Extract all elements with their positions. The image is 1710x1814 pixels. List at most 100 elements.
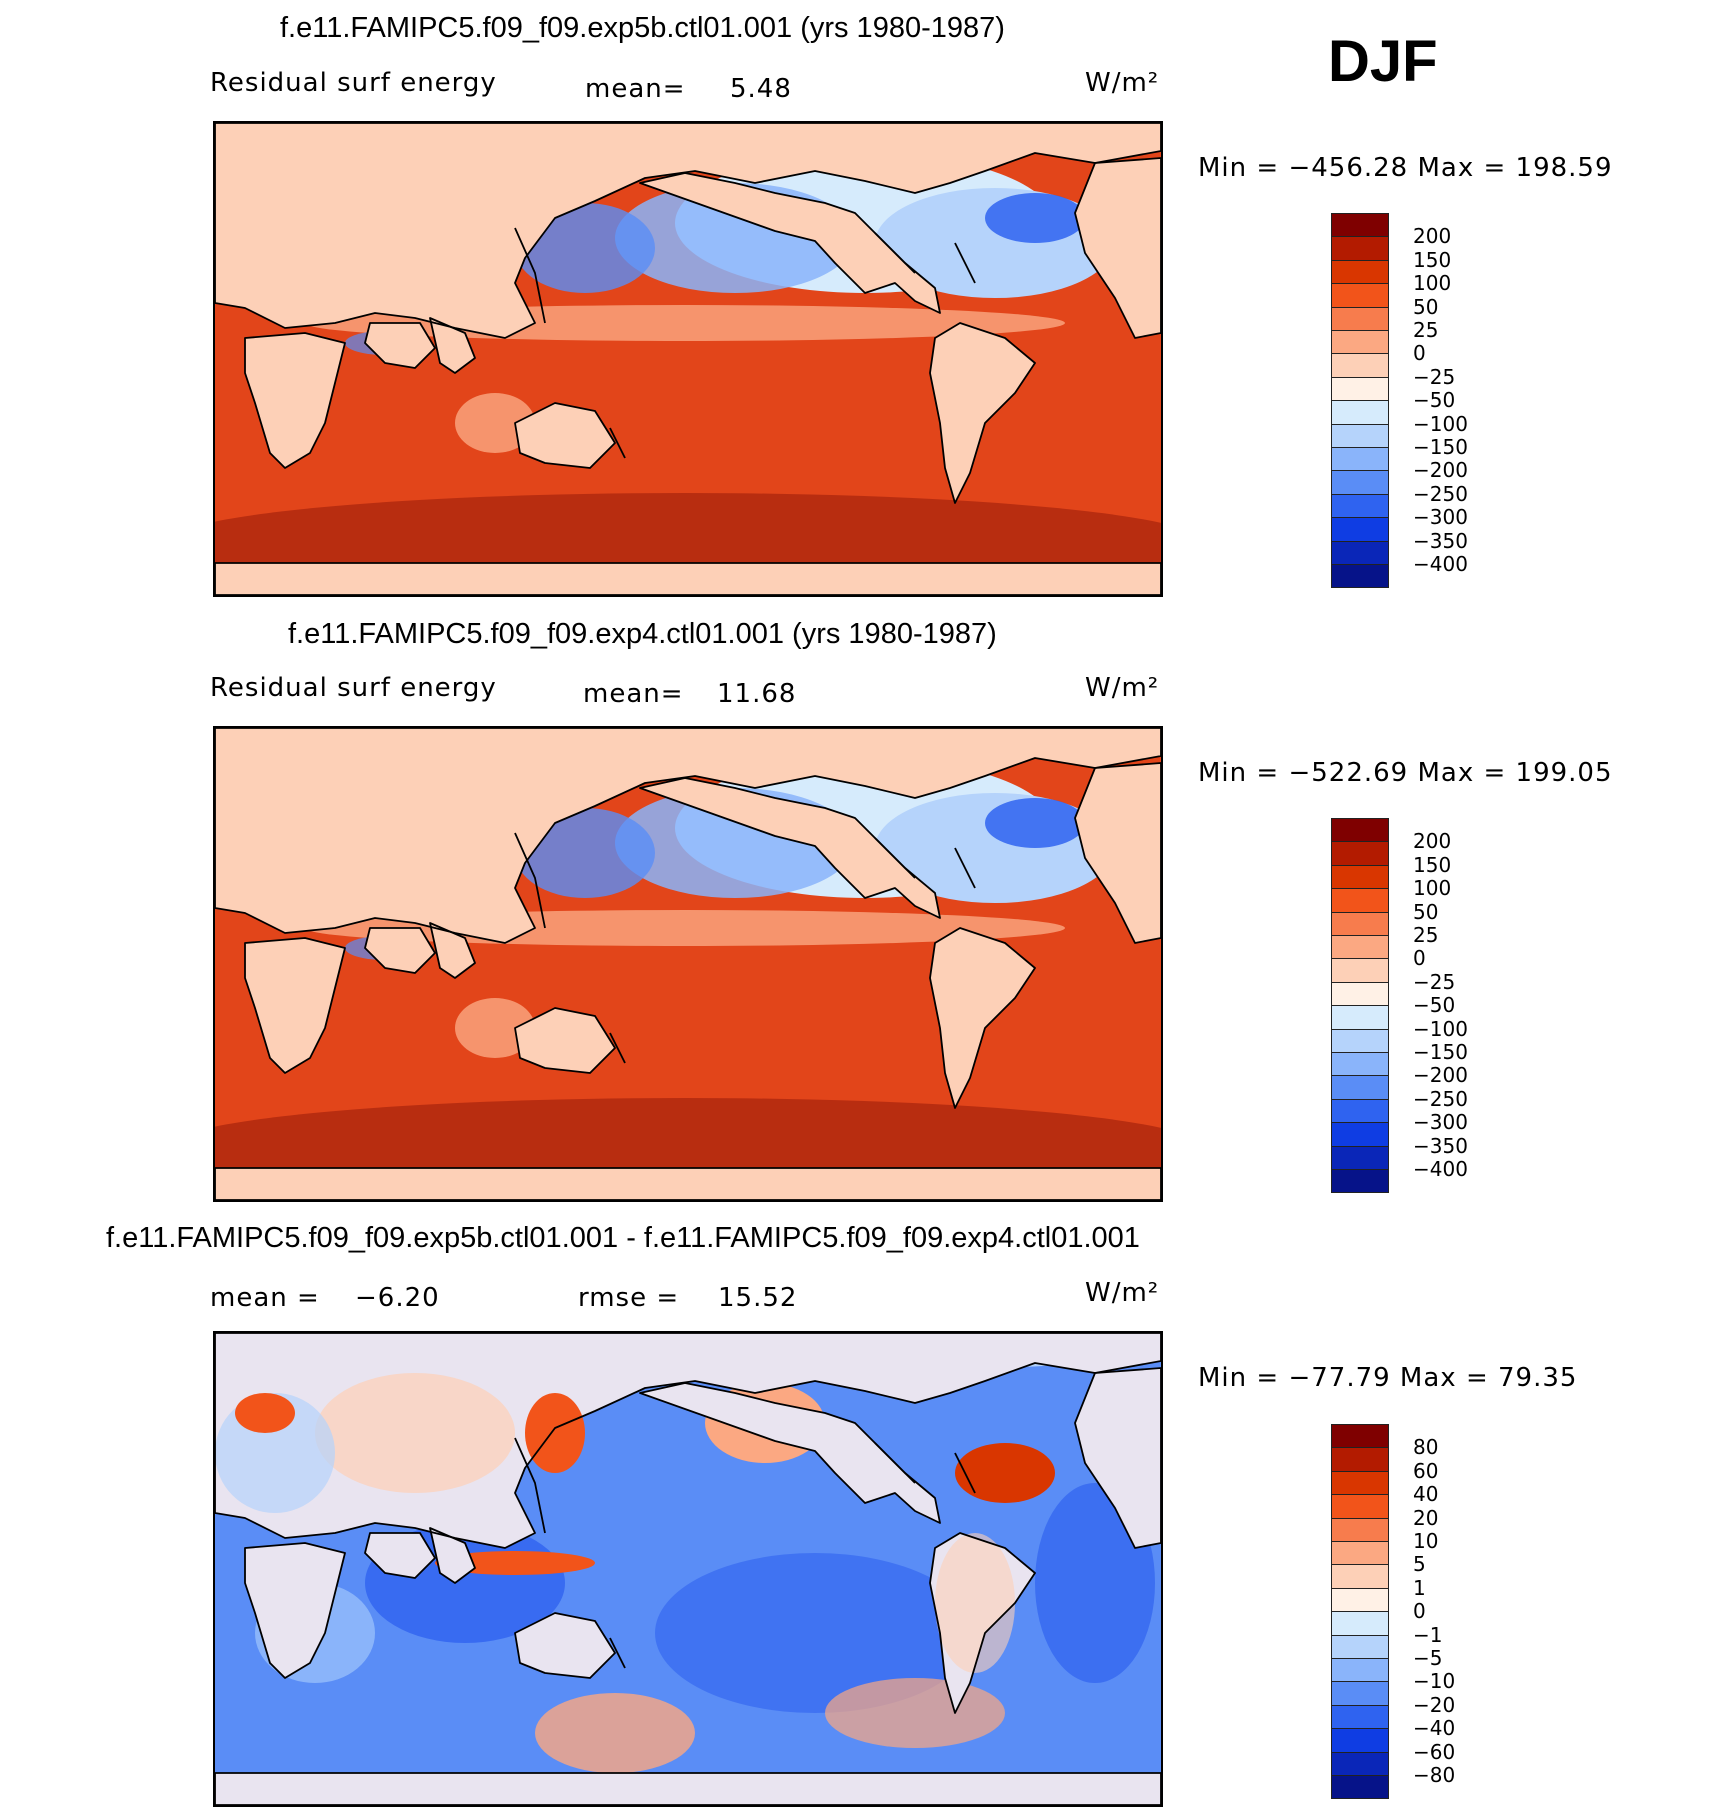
panel3-colorbar: 80 60 40 20 10 5 1 0 −1 −5 −10 −20 −40 −60 −80 xyxy=(1331,1424,1455,1800)
coastline xyxy=(1074,157,1161,339)
coastline xyxy=(429,317,476,374)
field-contour xyxy=(985,798,1085,848)
colorbar-swatch xyxy=(1331,213,1389,238)
colorbar-tick-label: −10 xyxy=(1413,1669,1456,1694)
colorbar-swatch xyxy=(1331,818,1389,843)
colorbar-swatch xyxy=(1331,306,1389,331)
colorbar-swatch xyxy=(1331,1775,1389,1800)
panel2-colorbar: 200 150 100 50 25 0 −25 −50 −100 −150 −200 −250 −300… xyxy=(1331,818,1468,1194)
colorbar-tick-label: 100 xyxy=(1413,876,1452,901)
coastline xyxy=(215,1772,1161,1805)
coastline xyxy=(514,832,546,929)
colorbar-tick-label: 200 xyxy=(1413,224,1452,249)
colorbar-swatch xyxy=(1331,1424,1389,1449)
panel3-mean-label: mean = xyxy=(210,1283,320,1313)
colorbar-swatch xyxy=(1331,330,1389,355)
colorbar-swatch xyxy=(1331,1564,1389,1589)
panel1-map xyxy=(213,121,1163,597)
colorbar-tick-label: 20 xyxy=(1413,1505,1439,1530)
colorbar-swatch xyxy=(1331,517,1389,542)
colorbar-tick-label: −60 xyxy=(1413,1739,1456,1764)
colorbar-tick-label: 50 xyxy=(1413,899,1439,924)
colorbar-swatch xyxy=(1331,283,1389,308)
panel1-mean-value: 5.48 xyxy=(730,74,792,104)
colorbar-tick-label: −400 xyxy=(1413,552,1468,576)
panel1-colorbar: 200 150 100 50 25 0 −25 −50 −100 −150 −200 −250 −300… xyxy=(1331,213,1468,589)
colorbar-swatch xyxy=(1331,1517,1389,1542)
field-contour xyxy=(985,193,1085,243)
coastline xyxy=(429,1527,476,1584)
colorbar-tick-label: −400 xyxy=(1413,1157,1468,1181)
colorbar-swatch xyxy=(1331,259,1389,285)
coastline xyxy=(514,402,616,469)
coastline xyxy=(514,1437,546,1534)
colorbar-swatch xyxy=(1331,1098,1389,1124)
colorbar-swatch xyxy=(1331,1447,1389,1472)
colorbar-tick-label: 150 xyxy=(1413,247,1452,272)
colorbar-swatch xyxy=(1331,1541,1389,1566)
colorbar-tick-label: −25 xyxy=(1413,969,1456,994)
colorbar-swatch xyxy=(1331,1494,1389,1519)
field-contour xyxy=(455,393,535,453)
colorbar-tick-label: 100 xyxy=(1413,271,1452,296)
colorbar-swatch xyxy=(1331,353,1389,378)
map-field xyxy=(215,123,1161,595)
colorbar-tick-label: −200 xyxy=(1413,1063,1468,1088)
coastline xyxy=(874,232,916,274)
coastline xyxy=(514,1612,616,1679)
field-contour xyxy=(655,1553,975,1713)
panel3-rmse-label: rmse = xyxy=(578,1283,680,1313)
coastline xyxy=(874,1442,916,1484)
panel3-rmse-value: 15.52 xyxy=(718,1283,798,1313)
panel3-units: W/m² xyxy=(1085,1278,1160,1308)
colorbar-tick-label: −250 xyxy=(1413,481,1468,506)
panel3-title: f.e11.FAMIPC5.f09_f09.exp5b.ctl01.001 - … xyxy=(106,1222,1140,1254)
map-field xyxy=(215,728,1161,1200)
colorbar-tick-label: 150 xyxy=(1413,852,1452,877)
colorbar-swatch xyxy=(1331,236,1389,261)
panel2-map xyxy=(213,726,1163,1202)
colorbar-swatch xyxy=(1331,1634,1389,1659)
coastline xyxy=(874,837,916,879)
colorbar-swatch xyxy=(1331,376,1389,402)
colorbar-swatch xyxy=(1331,888,1389,913)
coastline xyxy=(215,562,1161,595)
colorbar-tick-label: −25 xyxy=(1413,364,1456,389)
colorbar-tick-label: 10 xyxy=(1413,1529,1439,1553)
colorbar-swatch xyxy=(1331,1611,1389,1636)
panel1-title: f.e11.FAMIPC5.f09_f09.exp5b.ctl01.001 (y… xyxy=(280,12,1005,44)
colorbar-swatch xyxy=(1331,958,1389,983)
colorbar-swatch xyxy=(1331,1028,1389,1053)
colorbar-swatch xyxy=(1331,1145,1389,1170)
colorbar-swatch xyxy=(1331,1052,1389,1077)
coastline xyxy=(954,242,976,284)
colorbar-tick-label: −50 xyxy=(1413,388,1456,413)
colorbar-tick-label: −350 xyxy=(1413,528,1468,553)
colorbar-tick-label: 5 xyxy=(1413,1552,1426,1577)
colorbar-tick-label: −50 xyxy=(1413,993,1456,1018)
colorbar-tick-label: 50 xyxy=(1413,294,1439,319)
colorbar-swatch xyxy=(1331,1587,1389,1613)
coastline xyxy=(244,1542,346,1679)
colorbar-tick-label: −80 xyxy=(1413,1763,1456,1787)
coastline xyxy=(215,123,1161,339)
field-contour xyxy=(235,1393,295,1433)
field-contour xyxy=(315,1373,515,1493)
coastline xyxy=(929,927,1036,1109)
colorbar-tick-label: 80 xyxy=(1413,1435,1439,1460)
panel1-variable-label: Residual surf energy xyxy=(210,68,497,98)
colorbar-swatch xyxy=(1331,423,1389,448)
colorbar-tick-label: −300 xyxy=(1413,505,1468,530)
colorbar-swatch xyxy=(1331,1728,1389,1753)
colorbar-tick-label: −150 xyxy=(1413,1040,1468,1064)
colorbar-tick-label: −20 xyxy=(1413,1692,1456,1717)
panel2-variable-label: Residual surf energy xyxy=(210,673,497,703)
coastline xyxy=(514,1007,616,1074)
colorbar-tick-label: 0 xyxy=(1413,341,1426,366)
colorbar-swatch xyxy=(1331,493,1389,519)
colorbar-tick-label: −40 xyxy=(1413,1716,1456,1741)
panel2-minmax: Min = −522.69 Max = 199.05 xyxy=(1198,758,1613,788)
colorbar-tick-label: −5 xyxy=(1413,1646,1443,1670)
panel3-mean-value: −6.20 xyxy=(355,1283,440,1313)
field-contour xyxy=(455,998,535,1058)
